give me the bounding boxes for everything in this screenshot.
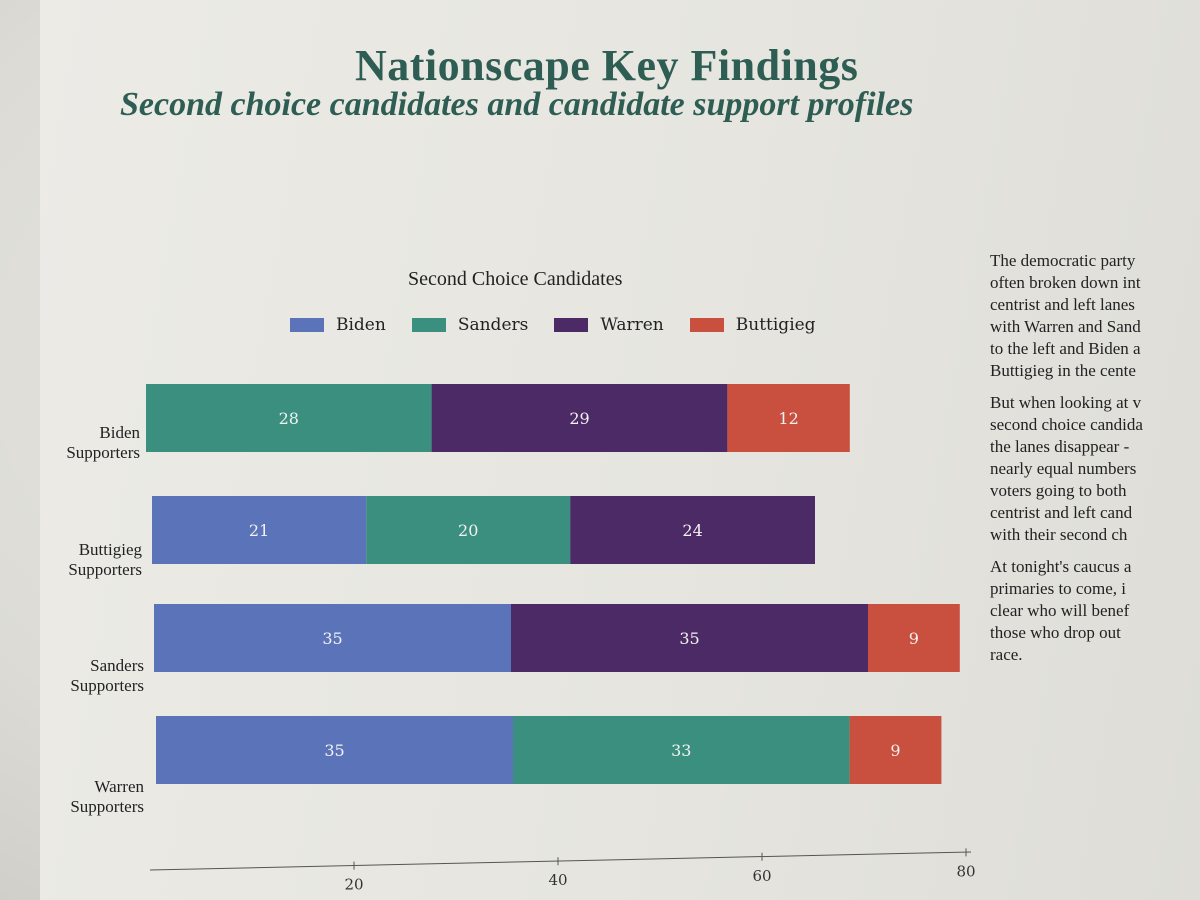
x-tick-label: 80: [956, 862, 975, 880]
side-line: those who drop out: [990, 623, 1121, 642]
bar-value-label: 33: [671, 741, 691, 760]
side-line: At tonight's caucus a: [990, 557, 1132, 576]
side-line: centrist and left cand: [990, 503, 1133, 522]
row-label-line1: Warren: [94, 777, 144, 796]
row-label-line1: Buttigieg: [78, 540, 142, 559]
bar-value-label: 9: [909, 629, 919, 648]
bar-value-label: 20: [458, 521, 478, 540]
row-label-line2: Supporters: [68, 560, 142, 579]
side-text: The democratic party often broken down i…: [990, 250, 1200, 676]
legend-swatch-warren: [554, 318, 589, 332]
row-label-buttigieg-supporters: Buttigieg Supporters: [32, 540, 142, 580]
side-line: often broken down int: [990, 273, 1141, 292]
bar-sanders-row3: [513, 716, 850, 784]
bar-biden-row1: [152, 496, 367, 564]
bar-value-label: 35: [679, 629, 699, 648]
bar-value-label: 24: [682, 521, 702, 540]
chart-legend: Biden Sanders Warren Buttigieg: [290, 315, 816, 335]
legend-label-biden: Biden: [336, 315, 386, 335]
bar-warren-row1: [570, 496, 815, 564]
row-label-biden-supporters: Biden Supporters: [30, 423, 140, 463]
side-line: But when looking at v: [990, 393, 1142, 412]
side-line: primaries to come, i: [990, 579, 1126, 598]
side-line: to the left and Biden a: [990, 339, 1141, 358]
row-label-sanders-supporters: Sanders Supporters: [34, 656, 144, 696]
legend-item-buttigieg: Buttigieg: [689, 315, 816, 335]
row-label-line1: Sanders: [90, 656, 144, 675]
side-line: with their second ch: [990, 525, 1128, 544]
bar-value-label: 12: [778, 409, 798, 428]
bar-value-label: 35: [324, 741, 344, 760]
row-label-warren-supporters: Warren Supporters: [34, 777, 144, 817]
side-line: with Warren and Sand: [990, 317, 1141, 336]
side-line: centrist and left lanes: [990, 295, 1135, 314]
bar-buttigieg-row3: [849, 716, 942, 784]
side-line: the lanes disappear -: [990, 437, 1130, 456]
row-label-line2: Supporters: [70, 797, 144, 816]
legend-item-warren: Warren: [554, 315, 664, 335]
legend-label-sanders: Sanders: [457, 315, 529, 335]
x-tick-label: 40: [548, 871, 567, 889]
bar-value-label: 35: [322, 629, 342, 648]
side-line: clear who will benef: [990, 601, 1130, 620]
side-line: nearly equal numbers: [990, 459, 1137, 478]
x-axis-line: [149, 851, 972, 871]
legend-item-sanders: Sanders: [411, 315, 529, 335]
bar-buttigieg-row0: [727, 384, 850, 452]
legend-swatch-buttigieg: [689, 318, 724, 332]
side-line: second choice candida: [990, 415, 1143, 434]
row-label-line1: Biden: [99, 423, 140, 442]
side-line: The democratic party: [990, 251, 1136, 270]
legend-label-buttigieg: Buttigieg: [735, 315, 816, 335]
bar-value-label: 29: [569, 409, 589, 428]
x-tick-label: 60: [752, 867, 771, 885]
side-line: race.: [990, 645, 1023, 664]
row-label-line2: Supporters: [70, 676, 144, 695]
legend-label-warren: Warren: [600, 315, 664, 335]
bar-value-label: 28: [279, 409, 299, 428]
row-label-line2: Supporters: [66, 443, 140, 462]
bar-biden-row3: [156, 716, 513, 784]
bar-sanders-row0: [146, 384, 432, 452]
page-subtitle: Second choice candidates and candidate s…: [120, 86, 914, 123]
bar-warren-row2: [511, 604, 868, 672]
bar-value-label: 9: [890, 741, 900, 760]
bar-buttigieg-row2: [868, 604, 960, 672]
legend-swatch-biden: [290, 318, 324, 332]
bar-value-label: 21: [249, 521, 269, 540]
side-line: voters going to both: [990, 481, 1127, 500]
bar-sanders-row1: [366, 496, 571, 564]
bar-warren-row0: [431, 384, 728, 452]
side-line: Buttigieg in the cente: [990, 361, 1136, 380]
legend-item-biden: Biden: [290, 315, 386, 335]
bar-biden-row2: [154, 604, 511, 672]
x-tick-label: 20: [344, 876, 363, 894]
legend-swatch-sanders: [411, 318, 446, 332]
page-title: Nationscape Key Findings: [355, 41, 859, 90]
chart-title: Second Choice Candidates: [408, 268, 623, 290]
